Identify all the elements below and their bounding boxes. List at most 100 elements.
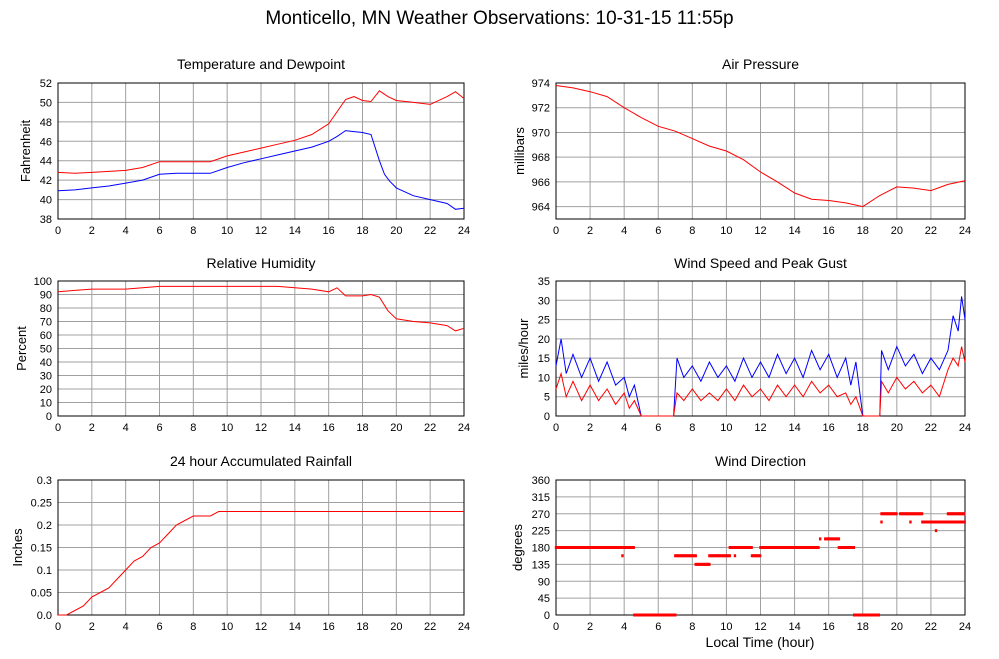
direction-point <box>750 546 753 549</box>
x-tick-label: 0 <box>55 621 61 633</box>
direction-point <box>813 546 816 549</box>
x-tick-label: 2 <box>587 422 593 434</box>
x-tick-label: 22 <box>424 422 436 434</box>
direction-point <box>731 546 734 549</box>
direction-point <box>560 546 563 549</box>
direction-point <box>804 546 807 549</box>
x-tick-label: 22 <box>925 422 937 434</box>
direction-point <box>575 546 578 549</box>
direction-point <box>657 613 661 617</box>
direction-point <box>709 554 712 558</box>
direction-point <box>624 546 627 549</box>
x-tick-label: 12 <box>754 225 766 237</box>
plot-frame <box>57 479 465 616</box>
x-tick-label: 10 <box>221 621 233 633</box>
direction-point <box>580 546 584 549</box>
direction-point <box>556 546 559 549</box>
direction-point <box>870 613 874 617</box>
direction-point <box>775 546 779 549</box>
direction-point <box>628 546 631 549</box>
y-tick-label: 0 <box>46 411 52 423</box>
direction-point <box>642 613 646 617</box>
y-axis-label: miles/hour <box>516 318 531 379</box>
x-tick-label: 8 <box>689 621 695 633</box>
x-tick-label: 16 <box>823 225 835 237</box>
direction-point <box>554 546 558 549</box>
direction-point <box>934 520 938 524</box>
direction-point <box>767 546 770 549</box>
x-tick-label: 0 <box>553 225 559 237</box>
direction-point <box>708 562 711 566</box>
y-tick-label: 974 <box>532 78 550 90</box>
x-tick-label: 6 <box>655 422 661 434</box>
x-tick-label: 0 <box>55 225 61 237</box>
direction-point <box>645 613 648 617</box>
y-tick-label: 38 <box>40 214 52 226</box>
direction-point <box>800 546 803 549</box>
direction-point <box>612 546 615 549</box>
direction-point <box>634 613 637 617</box>
direction-point <box>609 546 612 549</box>
x-tick-label: 2 <box>587 621 593 633</box>
direction-point <box>774 546 777 549</box>
direction-point <box>586 546 589 549</box>
direction-point <box>702 562 706 566</box>
x-tick-label: 16 <box>823 422 835 434</box>
x-tick-label: 16 <box>823 621 835 633</box>
y-tick-label: 80 <box>40 303 52 315</box>
direction-point <box>631 546 634 549</box>
x-tick-label: 14 <box>788 621 800 633</box>
x-tick-label: 8 <box>689 225 695 237</box>
direction-point <box>753 554 756 558</box>
direction-point <box>568 546 571 549</box>
direction-point <box>738 546 741 549</box>
y-tick-label: 45 <box>538 593 550 605</box>
page-title: Monticello, MN Weather Observations: 10-… <box>265 8 734 29</box>
x-tick-label: 14 <box>289 422 301 434</box>
y-tick-label: 0 <box>544 411 550 423</box>
direction-point <box>705 562 708 566</box>
direction-point <box>815 546 819 549</box>
x-tick-label: 20 <box>390 422 402 434</box>
direction-point <box>733 554 737 558</box>
direction-point <box>735 546 738 549</box>
y-tick-label: 964 <box>532 202 550 214</box>
direction-point <box>888 512 891 516</box>
direction-point <box>727 554 730 558</box>
y-tick-label: 225 <box>532 526 550 538</box>
y-tick-label: 5 <box>544 392 550 404</box>
x-tick-label: 24 <box>959 225 971 237</box>
direction-point <box>916 512 920 516</box>
direction-point <box>926 520 930 524</box>
chart-title: Relative Humidity <box>207 255 316 271</box>
direction-point <box>807 546 810 549</box>
direction-point <box>789 546 792 549</box>
direction-point <box>907 512 910 516</box>
direction-point <box>957 512 961 516</box>
direction-point <box>660 613 663 617</box>
y-tick-label: 970 <box>532 127 550 139</box>
x-tick-label: 6 <box>156 621 162 633</box>
direction-point <box>693 554 696 558</box>
direction-point <box>719 554 722 558</box>
direction-point <box>909 520 912 524</box>
direction-point <box>714 554 718 558</box>
direction-point <box>874 613 878 617</box>
direction-point <box>912 512 916 516</box>
direction-point <box>708 554 711 558</box>
direction-point <box>783 546 787 549</box>
direction-point <box>616 546 619 549</box>
direction-point <box>945 520 949 524</box>
direction-point <box>653 613 657 617</box>
direction-point <box>941 520 945 524</box>
direction-point <box>895 512 898 516</box>
direction-point <box>655 613 658 617</box>
direction-point <box>728 546 732 549</box>
y-tick-label: 972 <box>532 103 550 115</box>
direction-point <box>785 546 788 549</box>
direction-point <box>880 520 883 524</box>
direction-point <box>678 554 681 558</box>
direction-point <box>583 546 586 549</box>
direction-point <box>825 537 828 541</box>
direction-point <box>744 546 748 549</box>
